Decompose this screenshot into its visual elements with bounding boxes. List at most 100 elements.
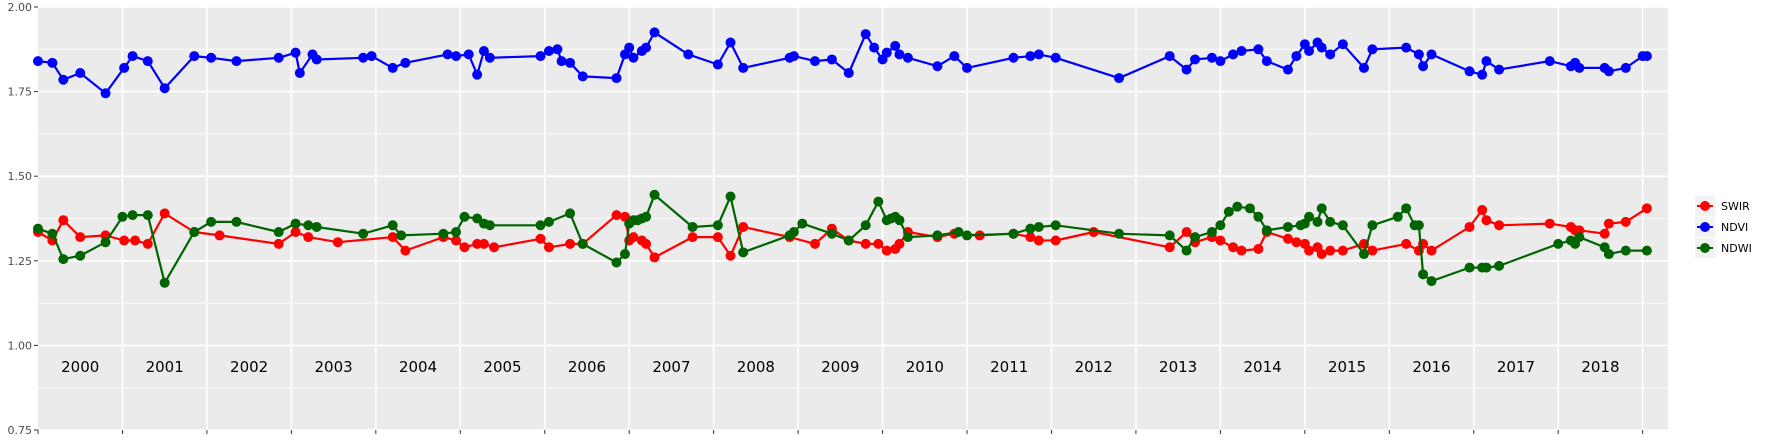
data-point-ndwi (1244, 203, 1255, 214)
data-point-ndwi (932, 230, 943, 241)
data-point-ndwi (358, 228, 369, 239)
data-point-ndvi (400, 57, 411, 68)
data-point-ndvi (611, 73, 622, 84)
data-point-ndvi (962, 62, 973, 73)
year-label: 2014 (1244, 358, 1282, 376)
data-point-ndvi (712, 59, 723, 70)
x-axis (37, 430, 1644, 434)
data-point-ndvi (442, 49, 453, 60)
data-point-swir (478, 238, 489, 249)
data-point-ndvi (1181, 64, 1192, 75)
data-point-ndwi (1033, 221, 1044, 232)
year-label: 2015 (1328, 358, 1366, 376)
data-point-swir (1316, 249, 1327, 260)
data-point-ndvi (1544, 56, 1555, 67)
data-point-ndwi (1418, 269, 1429, 280)
data-point-ndwi (189, 227, 200, 238)
data-point-ndvi (1164, 51, 1175, 62)
data-point-swir (1253, 243, 1264, 254)
data-point-swir (1426, 245, 1437, 256)
data-point-swir (1033, 235, 1044, 246)
year-label: 2013 (1159, 358, 1197, 376)
data-point-ndvi (1253, 44, 1264, 55)
data-point-swir (725, 250, 736, 261)
data-point-swir (535, 233, 546, 244)
data-point-ndwi (619, 249, 630, 260)
data-point-ndvi (809, 56, 820, 67)
data-point-swir (1337, 245, 1348, 256)
data-point-swir (712, 232, 723, 243)
data-point-swir (860, 238, 871, 249)
data-point-ndvi (1481, 56, 1492, 67)
data-point-ndwi (873, 196, 884, 207)
data-point-ndvi (142, 56, 153, 67)
data-point-ndvi (206, 52, 217, 63)
data-point-swir (332, 237, 343, 248)
data-point-swir (303, 232, 314, 243)
data-point-ndwi (1232, 201, 1243, 212)
data-point-ndvi (949, 51, 960, 62)
y-tick-label: 1.00 (8, 339, 33, 352)
data-point-swir (273, 238, 284, 249)
data-point-ndvi (1291, 51, 1302, 62)
data-point-ndvi (860, 29, 871, 40)
data-point-ndwi (826, 228, 837, 239)
year-label: 2006 (568, 358, 606, 376)
data-point-ndvi (1282, 64, 1293, 75)
data-point-ndwi (797, 218, 808, 229)
year-label: 2005 (483, 358, 521, 376)
data-point-ndwi (1426, 276, 1437, 287)
data-point-ndwi (311, 221, 322, 232)
data-point-ndwi (1025, 223, 1036, 234)
data-point-ndwi (725, 191, 736, 202)
data-point-swir (1228, 242, 1239, 253)
data-point-ndvi (552, 44, 563, 55)
data-point-ndvi (33, 56, 43, 67)
data-point-ndwi (1114, 228, 1125, 239)
data-point-ndwi (641, 211, 652, 222)
data-point-ndwi (100, 237, 111, 248)
data-point-ndvi (641, 42, 652, 53)
data-point-swir (489, 242, 500, 253)
year-labels: 2000 2001 2002 2003 2004 2005 2006 2007 2008 2009… (61, 358, 1619, 376)
data-point-ndvi (387, 62, 398, 73)
data-point-ndwi (142, 210, 153, 221)
data-point-ndwi (1494, 260, 1505, 271)
data-point-ndwi (565, 208, 576, 219)
data-point-ndwi (159, 277, 170, 288)
data-point-swir (1620, 216, 1631, 227)
y-axis: 0.75 1.00 1.25 1.50 1.75 2.00 (8, 1, 38, 437)
data-point-ndvi (826, 54, 837, 65)
data-point-ndwi (1253, 211, 1264, 222)
data-point-ndvi (881, 47, 892, 58)
data-point-ndvi (649, 27, 660, 38)
data-point-swir (649, 252, 660, 263)
data-point-ndwi (860, 220, 871, 231)
data-point-ndwi (902, 232, 913, 243)
year-label: 2016 (1412, 358, 1450, 376)
data-point-ndvi (484, 52, 495, 63)
data-point-swir (894, 238, 905, 249)
data-point-swir (611, 210, 622, 221)
data-point-swir (1599, 228, 1610, 239)
data-point-ndvi (159, 83, 170, 94)
data-point-ndvi (58, 74, 69, 85)
year-label: 2010 (906, 358, 944, 376)
y-tick-label: 1.25 (8, 255, 33, 268)
data-point-swir (543, 242, 554, 253)
year-label: 2008 (737, 358, 775, 376)
data-point-ndwi (1316, 203, 1327, 214)
data-point-ndvi (1316, 42, 1327, 53)
y-tick-label: 1.50 (8, 170, 33, 183)
data-point-swir (1544, 218, 1555, 229)
data-point-swir (387, 232, 398, 243)
data-point-ndwi (1392, 211, 1403, 222)
year-label: 2018 (1581, 358, 1619, 376)
data-point-swir (1641, 203, 1652, 214)
data-point-swir (687, 232, 698, 243)
data-point-ndwi (459, 211, 470, 222)
data-point-ndwi (1574, 232, 1585, 243)
data-point-swir (809, 238, 820, 249)
data-point-ndwi (1337, 220, 1348, 231)
data-point-swir (1025, 232, 1036, 243)
